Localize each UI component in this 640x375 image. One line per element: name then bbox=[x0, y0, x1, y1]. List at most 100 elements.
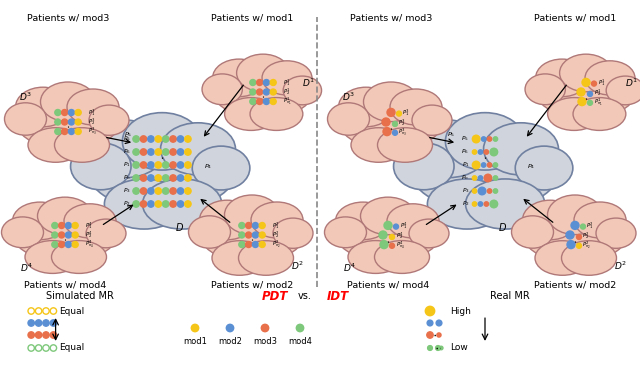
Circle shape bbox=[246, 232, 252, 238]
Circle shape bbox=[394, 224, 399, 229]
Ellipse shape bbox=[67, 89, 119, 125]
Text: $P_5$: $P_5$ bbox=[124, 130, 132, 140]
Text: $P_{n_{4}}^{4}$: $P_{n_{4}}^{4}$ bbox=[396, 240, 404, 251]
Ellipse shape bbox=[283, 76, 321, 105]
Circle shape bbox=[571, 221, 579, 230]
Circle shape bbox=[177, 201, 184, 207]
Circle shape bbox=[257, 89, 262, 95]
Text: $P_{2}$: $P_{2}$ bbox=[123, 200, 131, 208]
Text: $P_{6}$: $P_{6}$ bbox=[461, 147, 469, 156]
Text: IDT: IDT bbox=[327, 290, 349, 303]
Ellipse shape bbox=[574, 202, 626, 238]
Circle shape bbox=[493, 163, 498, 167]
Text: Patients w/ mod3: Patients w/ mod3 bbox=[27, 13, 109, 22]
Ellipse shape bbox=[364, 82, 419, 122]
Ellipse shape bbox=[374, 241, 429, 273]
Circle shape bbox=[484, 150, 488, 154]
Circle shape bbox=[148, 149, 154, 155]
Ellipse shape bbox=[212, 241, 267, 275]
Ellipse shape bbox=[122, 112, 202, 170]
Circle shape bbox=[170, 175, 176, 181]
Circle shape bbox=[472, 176, 477, 180]
Ellipse shape bbox=[547, 195, 602, 235]
Circle shape bbox=[43, 332, 49, 338]
Circle shape bbox=[493, 176, 498, 180]
Circle shape bbox=[427, 332, 433, 338]
Ellipse shape bbox=[351, 128, 406, 162]
Text: Patients w/ mod3: Patients w/ mod3 bbox=[350, 13, 432, 22]
Circle shape bbox=[133, 175, 140, 181]
Ellipse shape bbox=[585, 61, 635, 95]
Text: $P_{1}^{1}$: $P_{1}^{1}$ bbox=[598, 78, 605, 88]
Text: $P_{5}$: $P_{5}$ bbox=[461, 135, 469, 144]
Text: $P_{2}^{1}$: $P_{2}^{1}$ bbox=[593, 88, 601, 98]
Ellipse shape bbox=[225, 195, 280, 235]
Circle shape bbox=[55, 110, 61, 116]
Ellipse shape bbox=[596, 218, 636, 248]
Text: $D^2$: $D^2$ bbox=[614, 260, 627, 272]
Circle shape bbox=[133, 188, 140, 194]
Ellipse shape bbox=[335, 202, 390, 240]
Circle shape bbox=[270, 89, 276, 95]
Text: $P_{n}$: $P_{n}$ bbox=[123, 174, 131, 183]
Text: $P_{2}^{3}$: $P_{2}^{3}$ bbox=[399, 118, 406, 128]
Text: mod2: mod2 bbox=[218, 336, 242, 345]
Circle shape bbox=[177, 149, 184, 155]
Circle shape bbox=[163, 149, 169, 155]
Circle shape bbox=[252, 232, 259, 238]
Circle shape bbox=[35, 320, 42, 326]
Circle shape bbox=[493, 137, 498, 141]
Ellipse shape bbox=[51, 241, 106, 273]
Ellipse shape bbox=[484, 123, 559, 175]
Circle shape bbox=[72, 232, 78, 238]
Circle shape bbox=[72, 222, 78, 228]
Text: $P_4$: $P_4$ bbox=[527, 162, 535, 171]
Text: PDT: PDT bbox=[262, 290, 288, 303]
Circle shape bbox=[493, 189, 498, 193]
Circle shape bbox=[259, 242, 265, 248]
Text: Low: Low bbox=[450, 344, 468, 352]
Circle shape bbox=[490, 200, 498, 208]
Circle shape bbox=[76, 129, 81, 135]
Circle shape bbox=[61, 110, 68, 116]
Circle shape bbox=[252, 242, 259, 248]
Text: $P_{1}^{2}$: $P_{1}^{2}$ bbox=[586, 220, 594, 231]
Circle shape bbox=[472, 189, 477, 193]
Ellipse shape bbox=[189, 216, 230, 248]
Text: $D$: $D$ bbox=[499, 221, 508, 233]
Ellipse shape bbox=[390, 89, 442, 125]
Text: $D^4$: $D^4$ bbox=[344, 262, 356, 274]
Circle shape bbox=[170, 136, 176, 142]
Circle shape bbox=[436, 320, 442, 326]
Circle shape bbox=[52, 242, 58, 248]
Circle shape bbox=[191, 324, 198, 332]
Text: Equal: Equal bbox=[60, 344, 85, 352]
Ellipse shape bbox=[28, 128, 83, 162]
Text: mod3: mod3 bbox=[253, 336, 277, 345]
Circle shape bbox=[163, 201, 169, 207]
Circle shape bbox=[481, 163, 486, 167]
Circle shape bbox=[478, 202, 483, 206]
Circle shape bbox=[239, 232, 245, 238]
Ellipse shape bbox=[387, 204, 439, 238]
Circle shape bbox=[185, 188, 191, 194]
Text: Patients w/ mod1: Patients w/ mod1 bbox=[211, 13, 293, 22]
Text: mod4: mod4 bbox=[288, 336, 312, 345]
Circle shape bbox=[428, 346, 433, 350]
Circle shape bbox=[257, 99, 262, 105]
Circle shape bbox=[427, 320, 433, 326]
Circle shape bbox=[133, 136, 140, 142]
Circle shape bbox=[566, 231, 574, 239]
Circle shape bbox=[270, 99, 276, 105]
Circle shape bbox=[133, 162, 140, 168]
Ellipse shape bbox=[215, 72, 311, 118]
Ellipse shape bbox=[200, 200, 255, 240]
Circle shape bbox=[264, 80, 269, 86]
Ellipse shape bbox=[360, 197, 415, 235]
Ellipse shape bbox=[1, 217, 44, 248]
Circle shape bbox=[487, 163, 492, 167]
Ellipse shape bbox=[40, 82, 95, 122]
Circle shape bbox=[490, 148, 498, 156]
Circle shape bbox=[140, 188, 147, 194]
Circle shape bbox=[392, 130, 397, 135]
